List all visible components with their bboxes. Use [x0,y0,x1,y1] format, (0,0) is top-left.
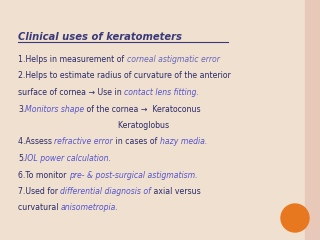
Text: 2.Helps to estimate radius of curvature of the anterior: 2.Helps to estimate radius of curvature … [18,72,231,80]
Text: curvatural: curvatural [18,204,61,212]
Text: pre- & post-surgical astigmatism.: pre- & post-surgical astigmatism. [69,170,197,180]
Text: anisometropia.: anisometropia. [61,204,119,212]
Text: corneal astigmatic error: corneal astigmatic error [127,55,220,64]
Circle shape [281,204,309,232]
Text: contact lens fitting.: contact lens fitting. [124,88,199,97]
Text: 4.Assess: 4.Assess [18,138,54,146]
Text: in cases of: in cases of [113,138,160,146]
Text: Keratoglobus: Keratoglobus [18,121,169,130]
Text: 7.Used for: 7.Used for [18,187,60,196]
Text: Monitors shape: Monitors shape [25,104,84,114]
Text: surface of cornea → Use in: surface of cornea → Use in [18,88,124,97]
Text: 1.Helps in measurement of: 1.Helps in measurement of [18,55,127,64]
Text: Clinical uses of keratometers: Clinical uses of keratometers [18,32,182,42]
Text: axial versus: axial versus [151,187,201,196]
Text: differential diagnosis of: differential diagnosis of [60,187,151,196]
Text: 3.: 3. [18,104,25,114]
Text: of the cornea →  Keratoconus: of the cornea → Keratoconus [84,104,201,114]
Text: hazy media.: hazy media. [160,138,207,146]
Text: 6.To monitor: 6.To monitor [18,170,69,180]
Text: 5.: 5. [18,154,25,163]
Bar [305,0,320,240]
Text: IOL power calculation.: IOL power calculation. [25,154,111,163]
Text: refractive error: refractive error [54,138,113,146]
